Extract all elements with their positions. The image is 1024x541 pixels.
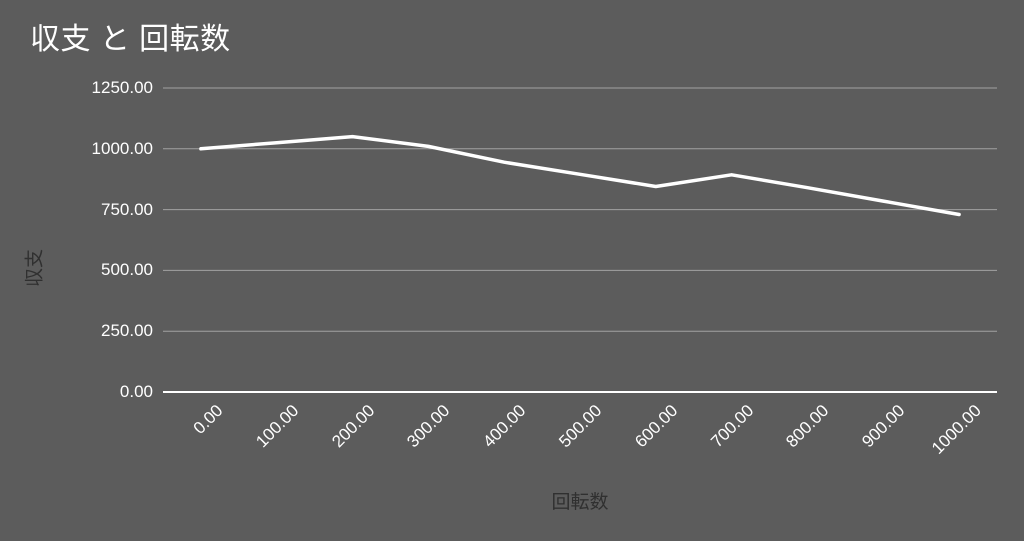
y-tick-label: 750.00 bbox=[101, 199, 153, 219]
y-tick-label: 500.00 bbox=[101, 260, 153, 280]
y-tick-label: 0.00 bbox=[119, 382, 153, 401]
x-axis-title: 回転数 bbox=[551, 492, 609, 513]
y-tick-label: 1250.00 bbox=[91, 78, 153, 97]
chart-title: 収支 と 回転数 bbox=[30, 23, 231, 56]
y-tick-label: 1000.00 bbox=[91, 138, 153, 158]
gridlines bbox=[163, 87, 997, 393]
series-line bbox=[199, 134, 961, 217]
y-tick-label: 250.00 bbox=[101, 321, 153, 341]
